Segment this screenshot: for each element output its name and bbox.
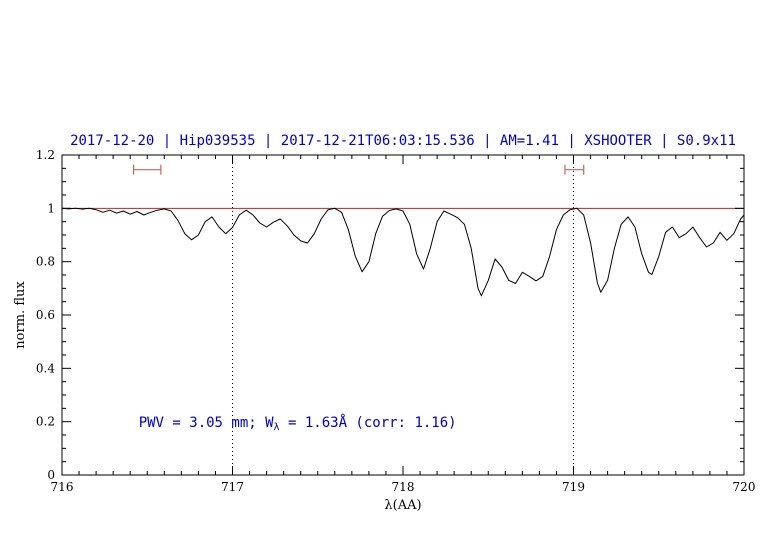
chart-title: 2017-12-20 | Hip039535 | 2017-12-21T06:0… <box>70 133 736 149</box>
x-tick-label: 717 <box>221 480 244 494</box>
x-tick-label: 716 <box>51 480 74 494</box>
x-axis-label: λ(AA) <box>384 498 421 513</box>
x-tick-label: 720 <box>733 480 756 494</box>
y-tick-label: 1.2 <box>36 148 55 162</box>
spectrum-line <box>61 207 745 297</box>
x-tick-label: 718 <box>392 480 415 494</box>
y-tick-label: 1 <box>47 201 55 215</box>
pwv-annotation-suffix: = 1.63Å (corr: 1.16) <box>280 414 457 431</box>
y-tick-label: 0.6 <box>36 308 55 322</box>
plot-area: 716 717 718 719 720 0 0.2 0.4 0.6 0.8 1 1.2 <box>36 148 756 494</box>
pwv-annotation: PWV = 3.05 mm; Wλ = 1.63Å (corr: 1.16) <box>139 414 457 433</box>
x-tick-label: 719 <box>562 480 585 494</box>
pwv-annotation-subscript: λ <box>274 422 280 433</box>
y-axis-label: norm. flux <box>13 281 28 349</box>
y-tick-label: 0.8 <box>36 255 55 269</box>
y-tick-label: 0.4 <box>36 361 55 375</box>
pwv-annotation-prefix: PWV = 3.05 mm; W <box>139 415 274 431</box>
y-tick-label: 0 <box>47 468 55 482</box>
y-tick-label: 0.2 <box>36 415 55 429</box>
